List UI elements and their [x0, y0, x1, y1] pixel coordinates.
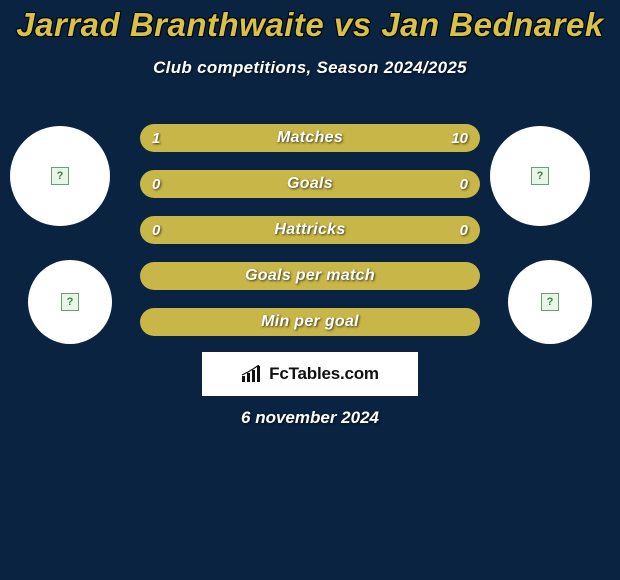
stat-label: Min per goal: [140, 308, 480, 336]
player-left-avatar: [10, 126, 110, 226]
comparison-card: Jarrad Branthwaite vs Jan Bednarek Club …: [0, 0, 620, 580]
player-right-avatar: [490, 126, 590, 226]
stat-label: Goals: [140, 170, 480, 198]
club-left-avatar: [28, 260, 112, 344]
stat-row-goals: 0 Goals 0: [140, 170, 480, 198]
bar-chart-icon: [241, 365, 263, 383]
stat-label: Goals per match: [140, 262, 480, 290]
image-placeholder-icon: [531, 167, 549, 185]
stat-row-matches: 1 Matches 10: [140, 124, 480, 152]
brand-text: FcTables.com: [269, 364, 379, 384]
stat-row-goals-per-match: Goals per match: [140, 262, 480, 290]
stat-value-right: 10: [451, 124, 468, 152]
stat-label: Matches: [140, 124, 480, 152]
stat-row-hattricks: 0 Hattricks 0: [140, 216, 480, 244]
brand-box: FcTables.com: [202, 352, 418, 396]
page-title: Jarrad Branthwaite vs Jan Bednarek: [0, 0, 620, 44]
image-placeholder-icon: [51, 167, 69, 185]
date-label: 6 november 2024: [0, 408, 620, 428]
stat-value-right: 0: [460, 216, 468, 244]
image-placeholder-icon: [541, 293, 559, 311]
stat-label: Hattricks: [140, 216, 480, 244]
stats-panel: 1 Matches 10 0 Goals 0 0 Hattricks 0 Goa…: [140, 124, 480, 354]
image-placeholder-icon: [61, 293, 79, 311]
club-right-avatar: [508, 260, 592, 344]
stat-row-min-per-goal: Min per goal: [140, 308, 480, 336]
page-subtitle: Club competitions, Season 2024/2025: [0, 58, 620, 78]
stat-value-right: 0: [460, 170, 468, 198]
